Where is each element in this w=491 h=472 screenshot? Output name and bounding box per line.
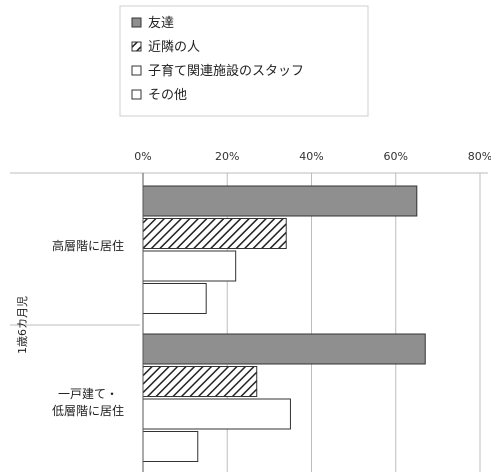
bars [142, 185, 426, 462]
legend-label-1: 近隣の人 [148, 39, 200, 55]
legend-swatch-1 [131, 41, 142, 52]
category-label-1b: 低層階に居住 [52, 403, 124, 418]
legend-swatch-0 [131, 17, 142, 28]
bar-cat0-series2 [142, 250, 237, 282]
legend: 友達 近隣の人 子育て関連施設のスタッフ その他 [119, 5, 369, 117]
bar-cat1-series1 [142, 366, 258, 397]
bar-cat0-series3 [142, 283, 207, 314]
category-label-0: 高層階に居住 [52, 238, 124, 253]
category-label-1a: 一戸建て・ [58, 387, 118, 401]
x-tick-label-2: 40% [299, 150, 323, 163]
bar-cat1-series2 [142, 398, 291, 430]
group-label: 1歳6カ月児 [16, 296, 29, 354]
bar-cat1-series0 [142, 333, 426, 365]
legend-box [119, 5, 369, 117]
x-tick-label-4: 80% [468, 150, 491, 163]
x-tick-label-0: 0% [134, 150, 151, 163]
bar-cat0-series1 [142, 218, 287, 249]
bar-cat1-series3 [142, 431, 199, 462]
legend-label-3: その他 [148, 88, 187, 103]
legend-label-2: 子育て関連施設のスタッフ [148, 63, 304, 79]
x-tick-label-3: 60% [384, 150, 408, 163]
x-tick-labels: 0% 20% 40% 60% 80% [134, 150, 491, 163]
legend-swatch-2 [131, 65, 142, 76]
x-tick-label-1: 20% [215, 150, 239, 163]
bar-cat0-series0 [142, 185, 418, 217]
legend-swatch-3 [131, 89, 142, 100]
legend-label-0: 友達 [148, 15, 174, 31]
